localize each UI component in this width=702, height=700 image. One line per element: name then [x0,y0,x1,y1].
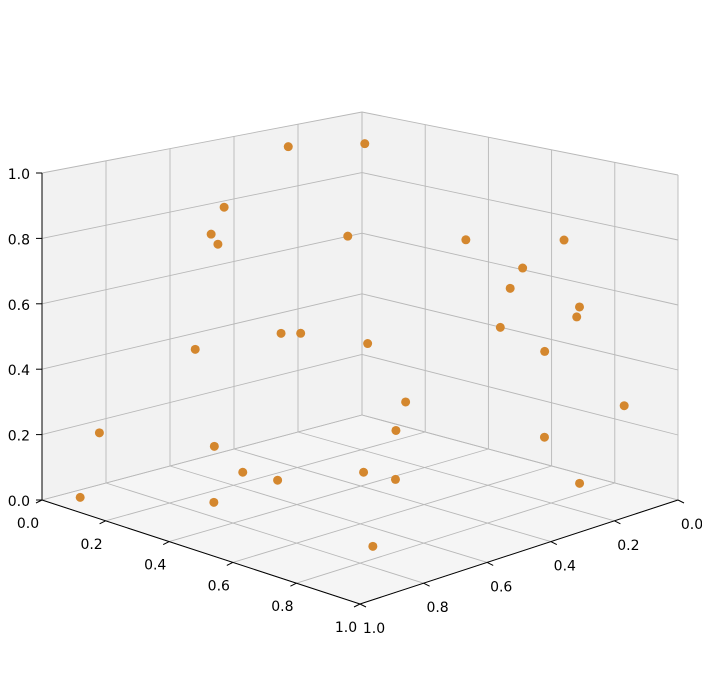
point [401,397,411,407]
grid-line [361,353,679,436]
y-tick-label: 0.8 [426,600,448,616]
point [539,432,549,442]
grid-line [361,414,679,501]
x-tick-label: 0.4 [144,558,166,574]
pane [42,112,362,500]
point [363,339,373,349]
grid-line [41,172,363,239]
point [219,202,229,212]
point [209,497,219,507]
point [368,541,378,551]
z-tick-label: 1.0 [8,167,30,183]
x-tick-label: 0.8 [271,599,293,615]
y-tick-label: 0.6 [490,579,512,595]
tick-mark [677,499,685,504]
grid-line [105,431,426,522]
x-tick-label: 0.2 [80,537,102,553]
point [574,302,584,312]
grid-line [361,111,679,176]
x-tick-label: 0.6 [208,578,230,594]
z-tick-label: 0.0 [8,494,30,510]
grid-line [296,482,615,584]
point [540,346,550,356]
pane [42,415,678,604]
point [75,492,85,502]
grid-line [41,232,363,305]
grid-line [41,414,363,501]
point [276,328,286,338]
z-tick-label: 0.6 [8,298,30,314]
point [495,322,505,332]
grid-line [232,465,552,563]
z-tick-label: 0.4 [8,363,30,379]
point [559,235,569,245]
point [391,425,401,435]
z-tick-label: 0.2 [8,429,30,445]
tick-mark [353,603,361,608]
point [296,328,306,338]
point [213,239,223,249]
tick-mark [162,541,170,546]
grid-line [169,448,489,543]
tick-mark [290,582,297,587]
point [343,231,353,241]
pane [362,112,678,500]
tick-mark [359,603,367,608]
x-tick-label: 1.0 [335,620,357,636]
point [190,344,200,354]
grid-line [105,482,424,584]
z-tick-label: 0.8 [8,232,30,248]
grid-line [361,172,679,241]
grid-line [169,465,488,563]
point [390,474,400,484]
point [209,441,219,451]
point [238,467,248,477]
point [505,283,515,293]
axis-line [41,499,361,605]
grid-line [41,111,363,174]
tick-mark [99,520,106,525]
point [273,475,283,485]
grid-line [41,293,363,370]
grid-line [233,448,551,543]
y-tick-label: 1.0 [363,621,385,637]
point [518,263,528,273]
y-tick-label: 0.4 [554,559,576,575]
tick-mark [423,582,430,587]
y-tick-label: 0.0 [681,517,702,533]
y-tick-label: 0.2 [617,538,639,554]
tick-mark [486,561,494,566]
point [360,139,370,149]
point [359,467,369,477]
point [94,428,104,438]
tick-mark [550,541,558,546]
point [461,235,471,245]
tick-mark [226,561,234,566]
point [283,142,293,152]
grid-line [361,293,679,371]
grid-line [41,353,363,436]
point [572,312,582,322]
point [575,478,585,488]
axis-line [359,499,679,605]
point [206,229,216,239]
x-tick-label: 0.0 [17,516,39,532]
point [619,401,629,411]
grid-line [297,431,615,522]
tick-mark [614,520,621,525]
